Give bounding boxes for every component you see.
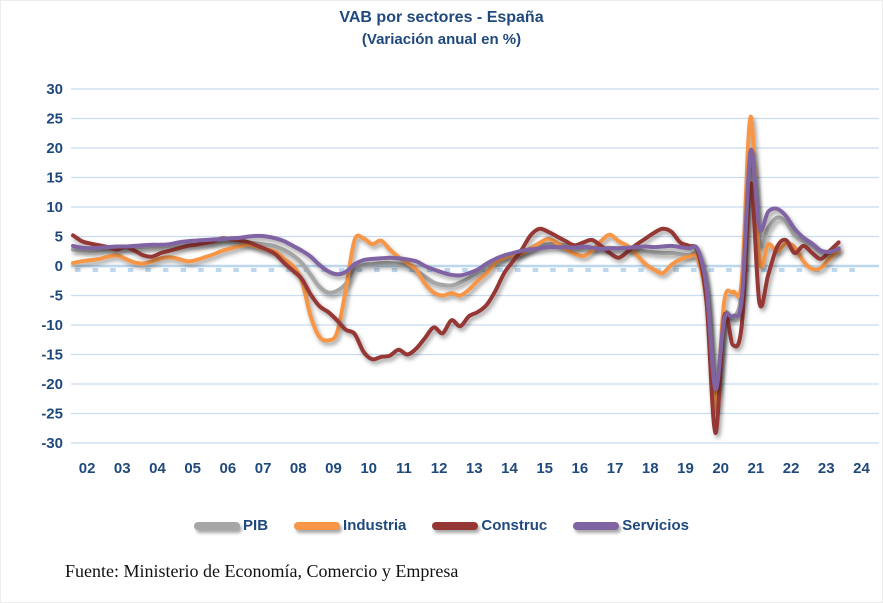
x-axis-tick-label: 22 bbox=[783, 460, 800, 477]
y-axis-tick-label: 0 bbox=[55, 258, 63, 275]
x-axis-tick-label: 10 bbox=[360, 460, 377, 477]
y-axis-tick-label: -25 bbox=[41, 406, 63, 423]
y-axis-tick-label: -20 bbox=[41, 376, 63, 393]
y-axis-tick-label: -5 bbox=[50, 288, 63, 305]
x-axis-tick-label: 05 bbox=[184, 460, 201, 477]
legend-swatch-construc bbox=[432, 521, 479, 530]
y-axis-tick-label: -10 bbox=[41, 317, 63, 334]
x-axis-tick-label: 15 bbox=[536, 460, 553, 477]
series-line-construc bbox=[71, 181, 841, 436]
x-axis-tick-label: 04 bbox=[149, 460, 166, 477]
x-axis-tick-label: 11 bbox=[396, 460, 412, 477]
x-axis-tick-label: 24 bbox=[853, 460, 870, 477]
x-axis-tick-label: 13 bbox=[466, 460, 483, 477]
source-note: Fuente: Ministerio de Economía, Comercio… bbox=[65, 561, 459, 581]
y-axis-tick-label: -15 bbox=[41, 347, 63, 364]
y-axis-tick-label: 15 bbox=[46, 170, 63, 187]
legend-swatch-pib bbox=[194, 521, 241, 530]
x-axis-tick-label: 08 bbox=[290, 460, 307, 477]
y-axis-tick-label: 5 bbox=[55, 229, 63, 246]
legend-item-pib: PIB bbox=[194, 517, 268, 534]
series-line-pib bbox=[71, 160, 841, 397]
series-line-industria bbox=[71, 114, 841, 413]
legend-swatch-servicios bbox=[573, 521, 620, 530]
x-axis-tick-label: 20 bbox=[712, 460, 729, 477]
chart-title: VAB por sectores - España bbox=[339, 9, 544, 26]
chart-subtitle: (Variación anual en %) bbox=[361, 31, 522, 48]
legend-label: Industria bbox=[343, 517, 407, 534]
x-axis-tick-label: 02 bbox=[79, 460, 96, 477]
y-axis-tick-label: 10 bbox=[46, 199, 63, 216]
x-axis-tick-label: 06 bbox=[220, 460, 237, 477]
x-axis-tick-label: 19 bbox=[677, 460, 694, 477]
series-line-servicios bbox=[71, 147, 841, 391]
legend-item-servicios: Servicios bbox=[573, 517, 689, 534]
chart-legend: PIB Industria Construc Servicios bbox=[1, 517, 882, 534]
legend-label: PIB bbox=[243, 517, 269, 534]
y-axis-tick-label: -30 bbox=[41, 435, 63, 452]
x-axis-tick-label: 17 bbox=[607, 460, 624, 477]
x-axis-tick-label: 07 bbox=[255, 460, 272, 477]
title-block: VAB por sectores - España (Variación anu… bbox=[1, 7, 882, 50]
x-axis-tick-label: 09 bbox=[325, 460, 342, 477]
legend-item-industria: Industria bbox=[294, 517, 406, 534]
x-axis-tick-label: 23 bbox=[818, 460, 835, 477]
legend-label: Servicios bbox=[622, 517, 689, 534]
legend-item-construc: Construc bbox=[432, 517, 547, 534]
y-axis-tick-label: 20 bbox=[46, 140, 63, 157]
legend-swatch-industria bbox=[294, 521, 341, 530]
y-axis-tick-label: 25 bbox=[46, 111, 63, 128]
y-axis-tick-label: 30 bbox=[46, 81, 63, 98]
x-axis-tick-label: 14 bbox=[501, 460, 518, 477]
legend-label: Construc bbox=[481, 517, 548, 534]
line-chart-plot-area: 30 25 20 15 10 5 0 -5 -10 -15 -20 -25 -30 02 03 04 05 06 0… bbox=[41, 81, 879, 477]
x-axis-tick-label: 03 bbox=[114, 460, 131, 477]
x-axis-tick-label: 21 bbox=[748, 460, 765, 477]
x-axis-tick-label: 12 bbox=[431, 460, 448, 477]
x-axis-tick-label: 16 bbox=[572, 460, 589, 477]
x-axis-tick-label: 18 bbox=[642, 460, 659, 477]
